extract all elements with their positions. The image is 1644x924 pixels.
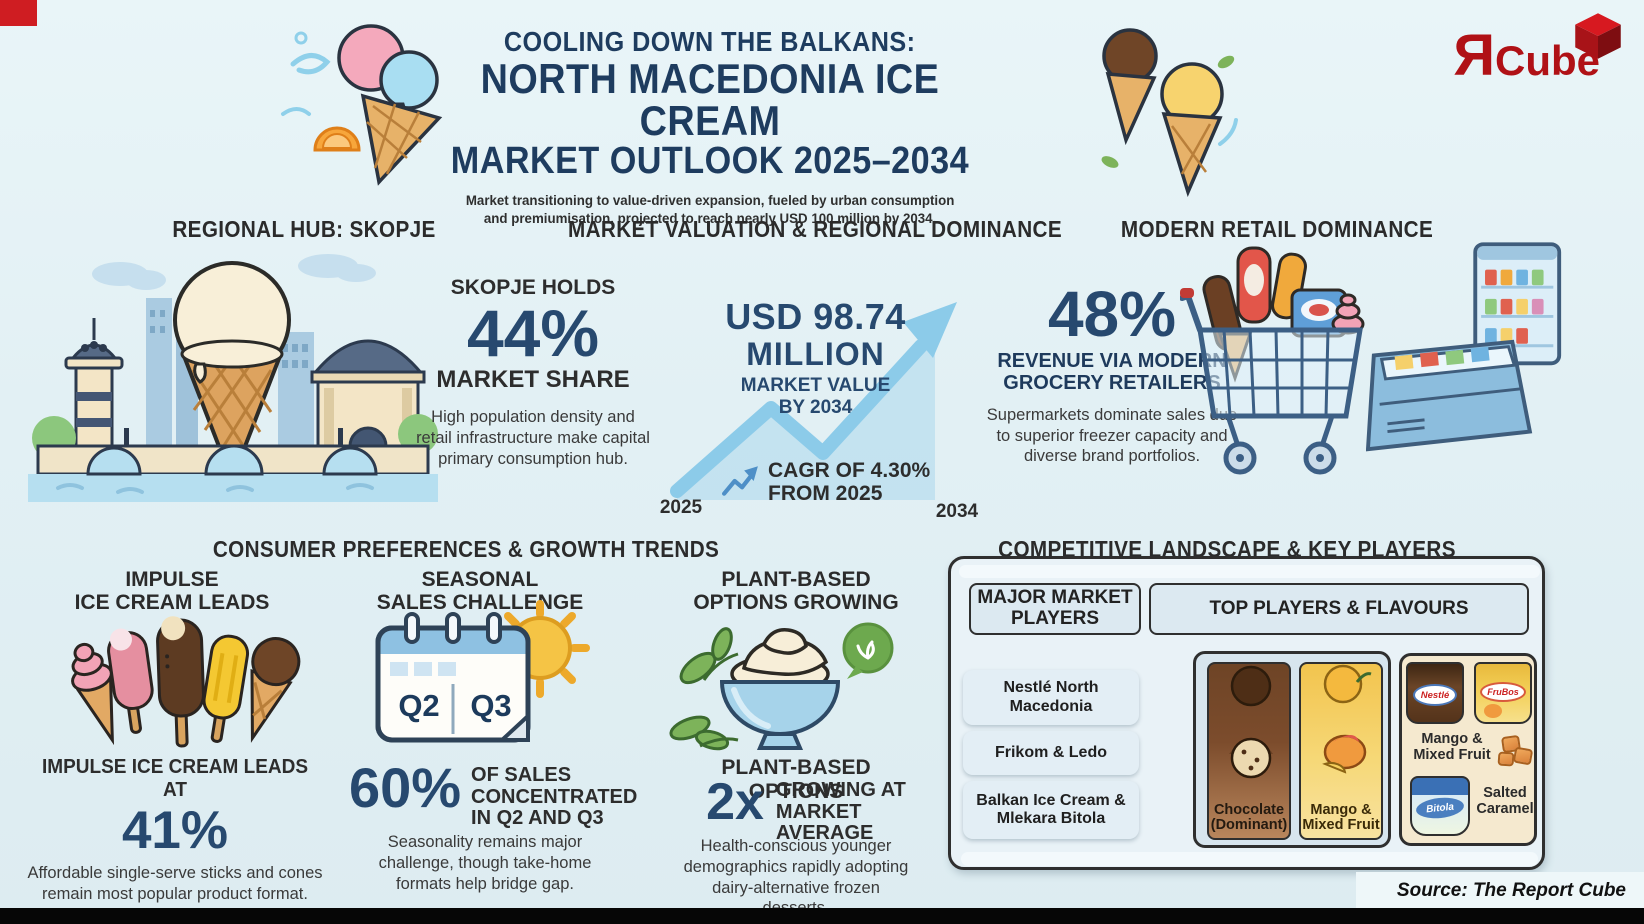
plant-stat-value: 2x [706,773,764,831]
mango-tub: Mango & Mixed Fruit [1299,662,1383,840]
cagr-line1: CAGR OF 4.30% [768,459,931,482]
mango-scoop [1322,664,1372,774]
market-valuation-heading: MARKET VALUATION & REGIONAL DOMINANCE [567,216,1063,242]
skopje-stat-intro: SKOPJE HOLDS [450,276,616,299]
bottom-bar [0,908,1644,924]
freezer-bottom-rim [961,852,1538,866]
source-strip [1356,872,1644,908]
cagr-line2: FROM 2025 [768,482,883,506]
top-products-panel: Nestlé FruBos Mango & Mixed Fruit Bitola… [1399,653,1537,846]
seasonal-stat-caption: OF SALES CONCENTRATED IN Q2 AND Q3 [471,764,638,830]
growth-arrow-chart [670,302,957,500]
plant-based-column-title: PLANT-BASED OPTIONS GROWING [693,568,899,615]
modern-retail-heading: MODERN RETAIL DOMINANCE [1120,216,1434,242]
skopje-city-illustration [28,254,438,502]
retail-description: Supermarkets dominate sales due to super… [986,405,1238,466]
flavour-tub-label-2: Mango & Mixed Fruit [1302,801,1380,833]
market-value-caption2: BY 2034 [778,397,853,418]
impulse-description: Affordable single-serve sticks and cones… [27,864,323,903]
salted-caramel-label: Salted Caramel [1476,785,1534,817]
player-item-3: Balkan Ice Cream & Mlekara Bitola [963,781,1139,839]
plant-stat-intro: PLANT-BASED OPTIONS [721,756,871,803]
player-item-2: Frikom & Ledo [963,731,1139,775]
regional-hub-heading: REGIONAL HUB: SKOPJE [172,216,436,242]
market-value-line2: MILLION [746,336,885,372]
page-title-line3: MARKET OUTLOOK 2025–2034 [450,140,970,182]
market-value-line1: USD 98.74 [725,296,906,337]
bitola-product-tub: Bitola [1410,776,1470,836]
mango-flavour-label: Mango & Mixed Fruit [1413,731,1491,763]
impulse-stat-intro: IMPULSE ICE CREAM LEADS AT [41,756,309,801]
plant-description: Health-conscious younger demographics ra… [683,837,909,917]
players-column-header: MAJOR MARKET PLAYERS [969,583,1141,635]
competitive-table: MAJOR MARKET PLAYERS TOP PLAYERS & FLAVO… [948,556,1545,870]
retail-stat-caption2: GROCERY RETAILERS [1003,372,1221,395]
chart-year-start: 2025 [659,497,703,518]
market-value-caption1: MARKET VALUE [740,375,891,396]
flavour-freezer-bin: Chocolate (Dominant) Mango & Mixed Fruit [1193,651,1391,848]
modern-retail-stat-block: 48% REVENUE VIA MODERN GROCERY RETAILERS… [982,282,1242,467]
seasonal-calendar-illustration [375,600,590,743]
shopping-cart-illustration [1180,246,1365,475]
impulse-stat-value: 41% [121,801,229,860]
page-subtitle-line1: Market transitioning to value-driven exp… [465,191,955,208]
skopje-stat-block: SKOPJE HOLDS 44% MARKET SHARE High popul… [413,276,653,469]
source-note: Source: The Report Cube [1396,880,1626,901]
corner-red-marker [0,0,37,26]
skopje-description: High population density and retail infra… [416,408,650,468]
skopje-stat-value: 44% [466,296,600,370]
consumer-trends-heading: CONSUMER PREFERENCES & GROWTH TRENDS [212,536,720,562]
retail-stat-value: 48% [1047,278,1177,350]
header-icecream-left-illustration [281,24,443,186]
flavours-column-header: TOP PLAYERS & FLAVOURS [1149,583,1529,635]
frubos-mango-art [1484,704,1502,718]
seasonal-stat-block: 60% OF SALES CONCENTRATED IN Q2 AND Q3 [345,756,638,830]
page-title-line1: COOLING DOWN THE BALKANS: [504,26,916,57]
market-value-block: USD 98.74 MILLION MARKET VALUE BY 2034 [693,299,938,419]
frubos-product-tub: FruBos [1474,662,1532,724]
chocolate-scoops [1229,665,1273,779]
page-subtitle-line2: and premiumisation, projected to reach n… [483,210,937,227]
bitola-brand-label: Bitola [1415,795,1465,821]
seasonal-description: Seasonality remains major challenge, tho… [378,833,592,893]
seasonal-stat-value: 60% [348,756,462,819]
nestle-product-tub: Nestlé [1406,662,1464,724]
player-item-1: Nestlé North Macedonia [963,670,1139,725]
plant-stat-caption: GROWING AT MARKET AVERAGE [775,779,906,845]
seasonal-column-title: SEASONAL SALES CHALLENGE [376,568,584,615]
page-title-line2: NORTH MACEDONIA ICE CREAM [480,55,940,144]
freezer-display-illustration [1366,242,1562,452]
chocolate-tub: Chocolate (Dominant) [1207,662,1291,840]
nestle-brand-label: Nestlé [1413,684,1457,706]
impulse-popsicles-illustration [71,616,301,748]
plant-based-bowl-illustration [669,622,894,751]
impulse-stat-block: IMPULSE ICE CREAM LEADS AT 41% Affordabl… [25,756,325,905]
report-cube-logo: Я Cube [1440,23,1600,88]
retail-stat-caption1: REVENUE VIA MODERN [997,350,1227,372]
calendar-q3-label: Q3 [470,688,512,723]
flavour-tub-label-1: Chocolate (Dominant) [1210,801,1288,833]
logo-letter: Я [1453,23,1495,88]
calendar-q2-label: Q2 [398,688,440,723]
frubos-brand-label: FruBos [1480,682,1526,702]
cube-icon [1575,13,1621,59]
page-title-block: COOLING DOWN THE BALKANS: NORTH MACEDONI… [400,26,1020,227]
plant-stat-block: 2x GROWING AT MARKET AVERAGE [706,776,906,845]
header-icecream-right-illustration [1101,28,1238,197]
freezer-top-rim [959,565,1540,578]
impulse-column-title: IMPULSE ICE CREAM LEADS [74,568,270,615]
cagr-arrow-icon [722,466,758,496]
skopje-stat-caption: MARKET SHARE [436,366,630,393]
chart-year-end: 2034 [935,501,979,522]
cagr-block: CAGR OF 4.30% FROM 2025 [768,459,948,505]
